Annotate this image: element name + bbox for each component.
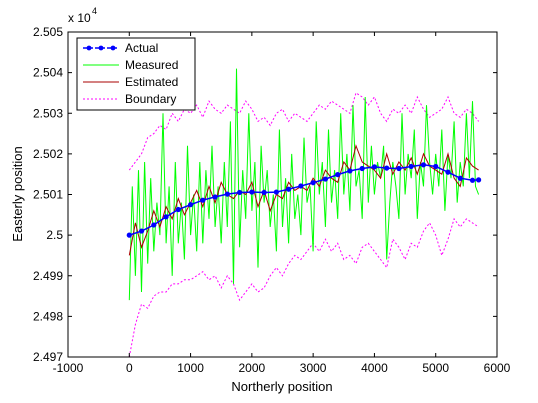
- x-tick-label: 3000: [300, 361, 327, 375]
- actual-marker: [384, 165, 390, 171]
- actual-marker: [298, 183, 304, 189]
- actual-marker: [433, 163, 439, 170]
- legend-label: Measured: [125, 58, 178, 72]
- actual-marker: [408, 163, 414, 170]
- actual-marker: [322, 176, 328, 182]
- actual-marker: [200, 197, 206, 203]
- legend-entry: Estimated: [83, 75, 178, 89]
- series-line-boundary-upper: [128, 92, 479, 171]
- legend-entry: Boundary: [83, 92, 176, 106]
- actual-marker: [359, 165, 365, 172]
- actual-marker: [347, 168, 353, 174]
- actual-marker: [126, 232, 132, 238]
- x-tick-label: 5000: [422, 361, 449, 375]
- y-tick-label: 2.505: [33, 25, 63, 39]
- axes-layer: -1000 0 1000 2000 3000 4000 5000 6000 2.497 2.498…: [33, 25, 511, 375]
- actual-marker: [163, 214, 169, 220]
- x-tick-label: 1000: [177, 361, 204, 375]
- actual-marker: [212, 194, 218, 200]
- x-tick-label: -1000: [53, 361, 84, 375]
- actual-marker: [261, 189, 267, 196]
- series-line-boundary-lower: [128, 217, 479, 358]
- actual-marker: [396, 165, 402, 172]
- legend-marker: [98, 45, 104, 51]
- legend-marker: [110, 45, 116, 51]
- legend: Actual Measured Estimated Boundary: [76, 37, 196, 111]
- y-exponent-base: x 10: [68, 11, 91, 25]
- y-tick-label: 2.499: [33, 269, 63, 283]
- y-exponent-power: 4: [92, 6, 97, 16]
- y-tick-label: 2.497: [33, 350, 63, 364]
- actual-marker: [445, 169, 451, 175]
- legend-label: Boundary: [125, 92, 176, 106]
- y-tick-label: 2.5: [46, 228, 63, 242]
- y-axis-label: Easterly position: [10, 146, 25, 241]
- series-line-measured: [128, 68, 480, 301]
- actual-marker: [286, 186, 292, 192]
- legend-marker: [86, 45, 92, 51]
- y-tick-label: 2.504: [33, 66, 63, 80]
- legend-box: [76, 37, 196, 111]
- y-tick-label: 2.498: [33, 309, 63, 323]
- x-tick-label: 4000: [361, 361, 388, 375]
- actual-marker: [476, 177, 482, 183]
- actual-marker: [420, 162, 427, 168]
- y-tick-label: 2.501: [33, 188, 63, 202]
- actual-marker: [249, 189, 255, 195]
- actual-marker: [310, 180, 316, 186]
- x-tick-label: 0: [126, 361, 133, 375]
- legend-label: Estimated: [125, 75, 178, 89]
- actual-marker: [175, 206, 181, 213]
- series-layer: [126, 68, 482, 358]
- x-tick-label: 6000: [484, 361, 511, 375]
- actual-marker: [273, 189, 279, 195]
- legend-label: Actual: [125, 41, 158, 55]
- actual-marker: [237, 189, 243, 196]
- y-tick-label: 2.503: [33, 106, 63, 120]
- x-tick-label: 2000: [239, 361, 266, 375]
- y-tick-label: 2.502: [33, 147, 63, 161]
- actual-marker: [469, 177, 476, 183]
- actual-marker: [138, 228, 145, 234]
- actual-marker: [187, 202, 194, 208]
- actual-marker: [335, 171, 341, 178]
- actual-marker: [151, 222, 157, 228]
- series-line-estimated: [128, 144, 479, 256]
- actual-marker: [224, 191, 230, 197]
- actual-marker: [371, 164, 378, 170]
- x-axis-label: Northerly position: [231, 379, 332, 394]
- actual-marker: [457, 175, 463, 181]
- legend-entry: Measured: [83, 58, 178, 72]
- legend-entry: Actual: [83, 41, 158, 55]
